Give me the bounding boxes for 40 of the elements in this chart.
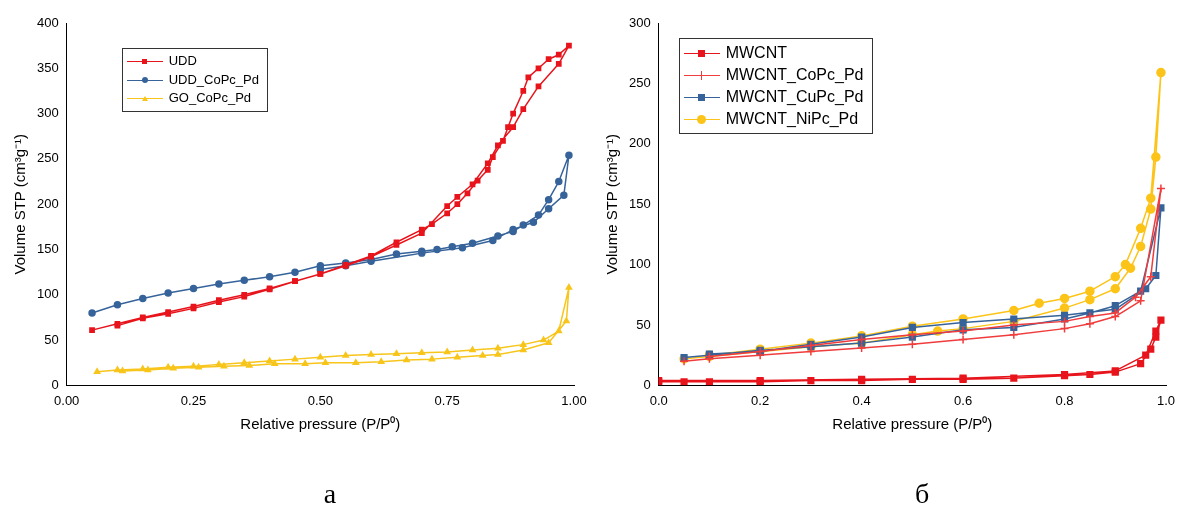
x-tick-label: 1.0 [1156,392,1176,408]
y-tick-label: 250 [628,74,651,90]
legend-label: MWCNT_CuPc_Pd [725,88,864,105]
x-tick-label: 0.75 [434,392,460,408]
y-axis-title: Volume STP (cm³g⁻¹) [603,133,621,275]
y-tick-label: 150 [36,241,59,257]
x-tick-label: 0.50 [307,392,333,408]
y-tick-label: 0 [51,376,59,392]
x-tick-label: 0.25 [180,392,207,408]
y-tick-label: 250 [36,150,59,166]
text: а [322,478,338,510]
legend-label: MWCNT_CoPc_Pd [725,66,864,83]
legend-label: MWCNT_NiPc_Pd [725,110,859,127]
legend-label: GO_CoPc_Pd [168,90,252,106]
y-tick-label: 100 [628,256,651,272]
x-tick-label: 0.8 [1055,392,1074,408]
y-tick-label: 50 [636,316,651,332]
y-tick-label: 0 [643,376,651,392]
x-tick-label: 0.6 [954,392,973,408]
y-tick-label: 300 [36,105,59,121]
legend-label: UDD_CoPc_Pd [168,71,260,87]
x-tick-label: 0.2 [751,392,770,408]
legend-label: UDD [168,53,197,68]
y-tick-label: 50 [44,331,59,347]
legend-label: MWCNT [725,44,787,61]
y-tick-label: 100 [36,286,59,302]
x-tick-label: 0.00 [54,392,80,408]
y-axis-title: Volume STP (cm³g⁻¹) [11,133,29,275]
y-tick-label: 400 [36,14,59,30]
x-tick-label: 0.4 [852,392,871,408]
y-tick-label: 300 [628,14,651,30]
y-tick-label: 350 [36,59,59,75]
y-tick-label: 200 [628,135,651,151]
text: б [913,478,931,510]
x-tick-label: 1.00 [561,392,587,408]
x-tick-label: 0.0 [649,392,668,408]
x-axis-title: Relative pressure (P/P⁰) [832,415,993,433]
y-tick-label: 200 [36,195,59,211]
y-tick-label: 150 [628,195,651,211]
x-axis-title: Relative pressure (P/P⁰) [240,415,401,433]
